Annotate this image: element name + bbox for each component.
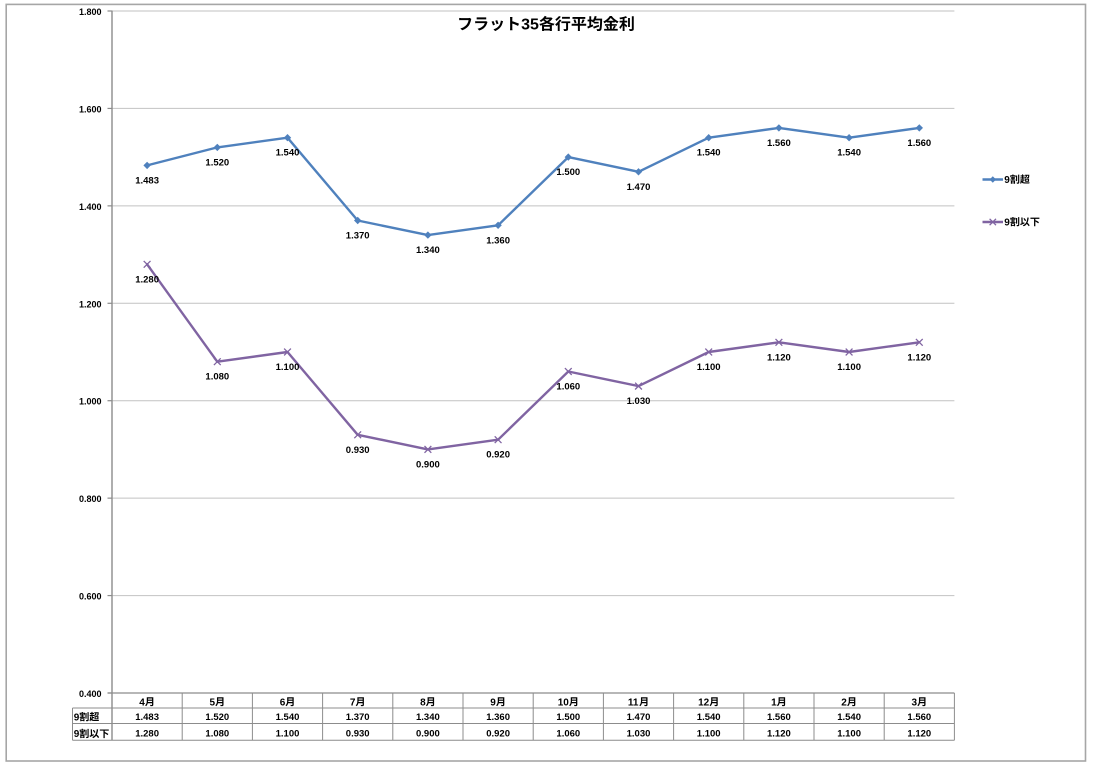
svg-text:0.600: 0.600 (79, 592, 102, 602)
svg-text:35: 35 (521, 17, 539, 34)
svg-text:1.100: 1.100 (697, 728, 721, 739)
svg-text:7: 7 (350, 697, 356, 708)
svg-text:1.340: 1.340 (416, 245, 440, 256)
svg-text:0.400: 0.400 (79, 689, 102, 699)
svg-text:1.100: 1.100 (276, 728, 300, 739)
svg-text:1.120: 1.120 (767, 352, 791, 363)
svg-text:1.560: 1.560 (907, 138, 931, 149)
svg-text:6: 6 (280, 697, 286, 708)
svg-text:1.360: 1.360 (486, 235, 510, 246)
svg-text:1.540: 1.540 (837, 712, 861, 723)
svg-text:0.900: 0.900 (416, 459, 440, 470)
svg-text:1.000: 1.000 (79, 397, 102, 407)
svg-text:1.370: 1.370 (346, 231, 370, 242)
svg-text:1.483: 1.483 (135, 712, 159, 723)
svg-text:1.540: 1.540 (276, 712, 300, 723)
svg-text:1.470: 1.470 (627, 182, 651, 193)
svg-text:1.540: 1.540 (837, 148, 861, 159)
svg-text:1.280: 1.280 (135, 274, 159, 285)
svg-text:0.900: 0.900 (416, 728, 440, 739)
svg-text:8: 8 (420, 697, 426, 708)
svg-text:1.340: 1.340 (416, 712, 440, 723)
svg-text:1.060: 1.060 (556, 728, 580, 739)
svg-text:1.060: 1.060 (556, 382, 580, 393)
svg-text:9: 9 (1004, 175, 1010, 186)
svg-text:1.360: 1.360 (486, 712, 510, 723)
svg-text:1.100: 1.100 (837, 362, 861, 373)
svg-text:1.030: 1.030 (627, 396, 651, 407)
svg-text:1.560: 1.560 (767, 712, 791, 723)
svg-text:1.030: 1.030 (627, 728, 651, 739)
svg-text:1.540: 1.540 (697, 148, 721, 159)
svg-text:1.500: 1.500 (556, 712, 580, 723)
svg-text:1.560: 1.560 (767, 138, 791, 149)
svg-text:9: 9 (490, 697, 496, 708)
svg-text:1: 1 (771, 697, 777, 708)
svg-text:10: 10 (558, 697, 570, 708)
svg-text:1.800: 1.800 (79, 7, 102, 17)
svg-text:1.080: 1.080 (205, 728, 229, 739)
svg-text:1.470: 1.470 (627, 712, 651, 723)
svg-text:1.100: 1.100 (276, 362, 300, 373)
svg-text:1.370: 1.370 (346, 712, 370, 723)
svg-text:1.100: 1.100 (837, 728, 861, 739)
svg-text:11: 11 (628, 697, 639, 708)
svg-text:1.280: 1.280 (135, 728, 159, 739)
svg-text:1.560: 1.560 (907, 712, 931, 723)
svg-text:1.120: 1.120 (907, 728, 931, 739)
svg-text:1.540: 1.540 (276, 148, 300, 159)
svg-text:3: 3 (912, 697, 918, 708)
svg-text:0.930: 0.930 (346, 445, 370, 456)
svg-text:1.600: 1.600 (79, 104, 102, 114)
svg-text:1.540: 1.540 (697, 712, 721, 723)
svg-text:0.920: 0.920 (486, 450, 510, 461)
svg-text:1.483: 1.483 (135, 175, 159, 186)
svg-text:9: 9 (1004, 217, 1010, 228)
svg-text:1.400: 1.400 (79, 202, 102, 212)
svg-text:0.800: 0.800 (79, 494, 102, 504)
svg-text:1.120: 1.120 (907, 352, 931, 363)
svg-text:1.120: 1.120 (767, 728, 791, 739)
svg-text:0.920: 0.920 (486, 728, 510, 739)
svg-text:1.100: 1.100 (697, 362, 721, 373)
svg-text:1.520: 1.520 (205, 712, 229, 723)
svg-text:5: 5 (210, 697, 216, 708)
svg-text:9: 9 (74, 712, 80, 723)
svg-text:1.520: 1.520 (205, 157, 229, 168)
svg-text:1.200: 1.200 (79, 299, 102, 309)
svg-text:9: 9 (74, 729, 80, 740)
svg-text:1.080: 1.080 (205, 372, 229, 383)
svg-text:2: 2 (841, 697, 847, 708)
svg-text:12: 12 (698, 697, 710, 708)
svg-text:1.500: 1.500 (556, 167, 580, 178)
svg-text:0.930: 0.930 (346, 728, 370, 739)
svg-text:4: 4 (139, 697, 145, 708)
